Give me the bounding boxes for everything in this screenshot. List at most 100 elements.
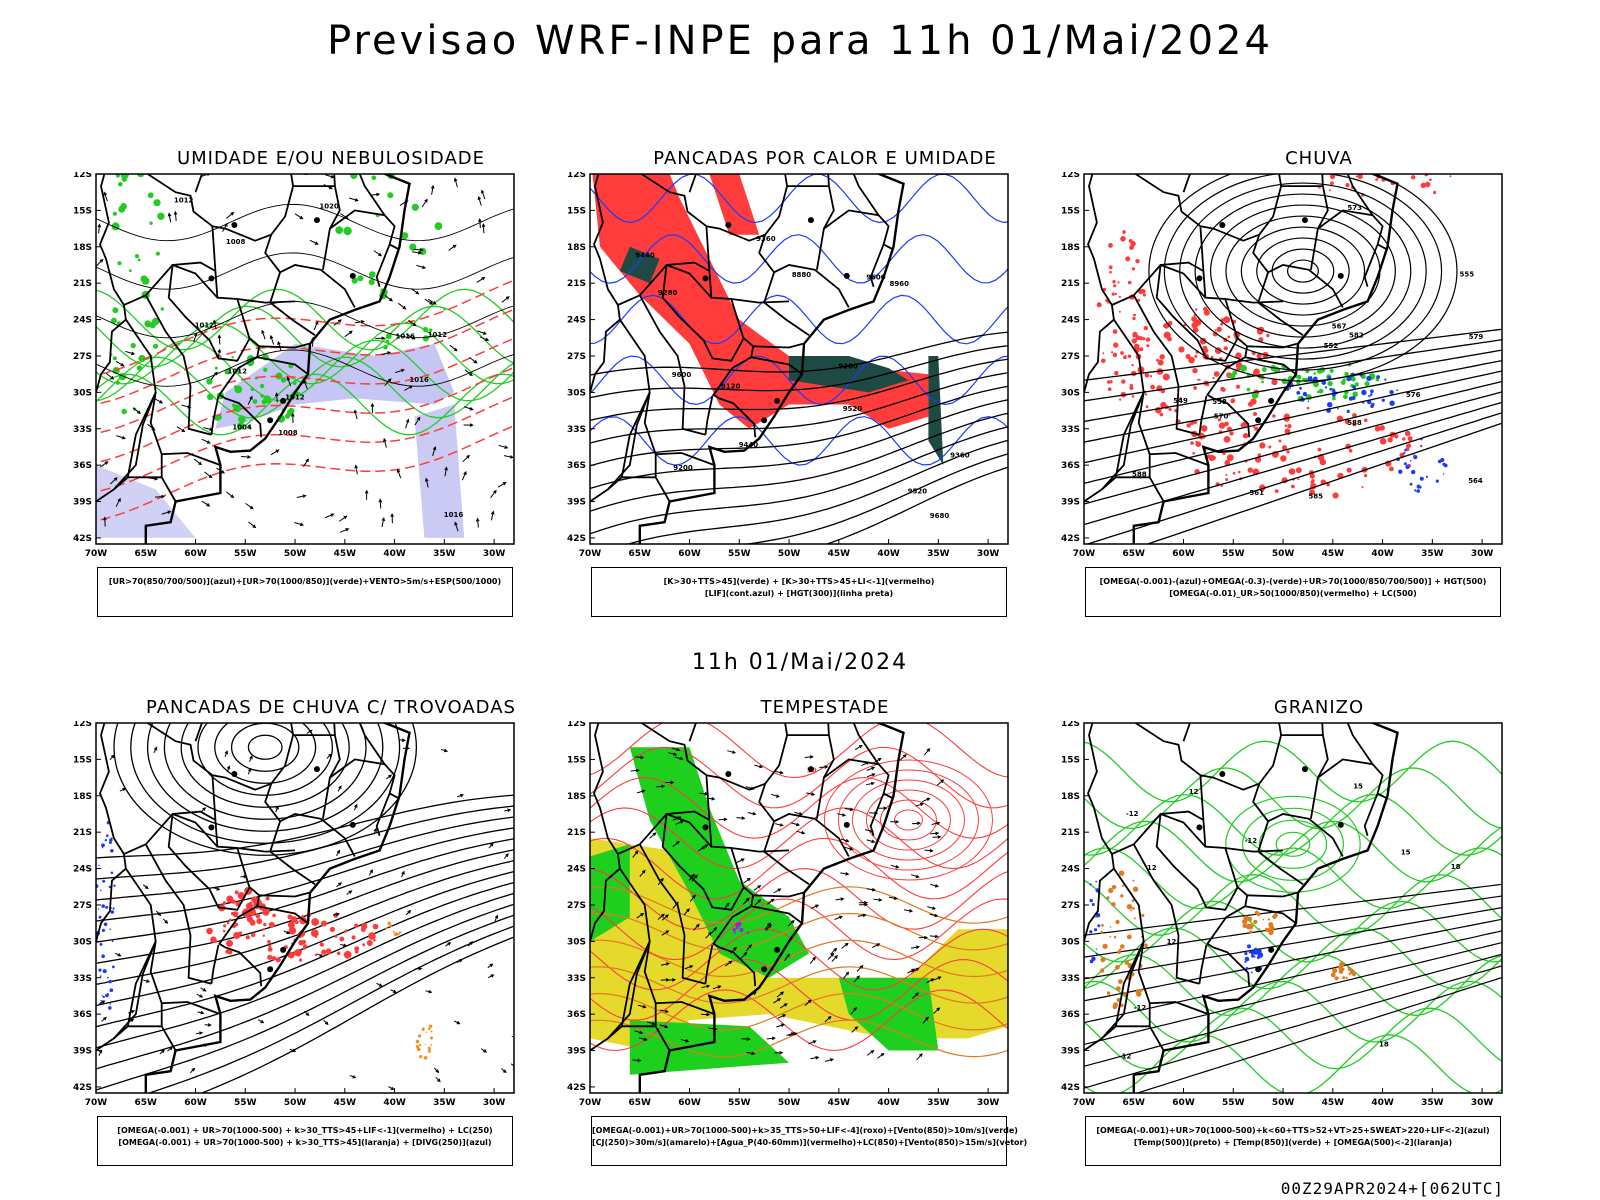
- isoline: [1084, 954, 1502, 1017]
- wind-vector-head: [757, 899, 762, 903]
- contour-label: 570: [1214, 412, 1229, 420]
- isoline: [1135, 976, 1502, 1093]
- field-blob: [1352, 422, 1357, 427]
- isoline: [1084, 883, 1502, 936]
- wind-vector: [672, 841, 680, 847]
- lat-tick-label: 42S: [73, 534, 92, 544]
- wind-vector-head: [99, 258, 104, 263]
- field-blob: [1192, 452, 1195, 455]
- field-blob: [1337, 407, 1339, 410]
- lat-tick-label: 39S: [1061, 498, 1080, 508]
- wind-vector: [168, 213, 172, 223]
- field-blob: [1109, 926, 1112, 928]
- field-blob: [1132, 879, 1135, 882]
- field-blob: [1094, 928, 1098, 932]
- field-blob: [1331, 172, 1333, 173]
- field-blob: [1137, 298, 1141, 302]
- field-blob: [1313, 372, 1317, 375]
- field-blob: [1146, 344, 1150, 348]
- wind-vector-head: [642, 1004, 647, 1009]
- border-line: [269, 813, 356, 886]
- field-blob: [1101, 924, 1104, 927]
- lat-tick-label: 39S: [567, 498, 586, 508]
- field-blob: [1357, 174, 1363, 179]
- isoline: [96, 349, 514, 387]
- field-blob: [1420, 182, 1426, 189]
- wind-vector-head: [277, 340, 281, 346]
- wind-vector: [840, 838, 849, 842]
- wind-vector-head: [845, 971, 850, 976]
- wind-vector: [161, 511, 171, 515]
- field-blob: [343, 226, 352, 236]
- field-blob: [1131, 364, 1134, 367]
- border-line: [1137, 392, 1151, 455]
- field-blob: [366, 940, 373, 946]
- border-line: [257, 356, 309, 375]
- field-blob: [1223, 436, 1231, 443]
- field-blob: [1326, 482, 1330, 487]
- wind-vector-head: [795, 822, 801, 827]
- lat-tick-label: 27S: [567, 352, 586, 362]
- wind-vector-head: [103, 516, 107, 521]
- wind-vector: [213, 320, 217, 330]
- lat-tick-label: 36S: [1061, 1010, 1080, 1020]
- contour-label: 576: [1406, 391, 1421, 399]
- border-line: [1346, 723, 1374, 765]
- wind-vector: [866, 766, 875, 771]
- wind-vector: [201, 500, 210, 507]
- wind-vector-head: [432, 301, 437, 305]
- field-blob: [1210, 355, 1214, 359]
- wind-vector: [771, 793, 780, 798]
- field-blob: [1348, 448, 1353, 453]
- wind-vector-head: [853, 1007, 857, 1011]
- wind-vector-head: [113, 477, 118, 481]
- field-blob: [1130, 909, 1133, 912]
- lake: [774, 946, 781, 953]
- border-line: [708, 270, 757, 438]
- wind-vector-head: [494, 914, 498, 919]
- wind-vector: [787, 920, 795, 927]
- border-line: [269, 264, 356, 337]
- field-blob: [351, 277, 358, 284]
- contour-label: 9680: [930, 512, 950, 520]
- field-blob: [110, 907, 113, 909]
- wind-vector: [454, 178, 458, 188]
- contour-label: 579: [1469, 333, 1484, 341]
- field-blob: [310, 929, 319, 937]
- wind-vector-head: [844, 942, 849, 947]
- field-blob: [1249, 930, 1253, 934]
- border-line: [661, 261, 745, 362]
- lon-tick-label: 50W: [284, 549, 307, 559]
- wind-vector-head: [489, 842, 494, 847]
- wind-vector-head: [435, 1069, 440, 1074]
- field-blob: [393, 932, 398, 936]
- field-blob: [1250, 971, 1253, 974]
- field-blob: [1191, 321, 1199, 329]
- wind-vector: [693, 924, 700, 931]
- field-blob: [1344, 419, 1350, 425]
- field-blob: [100, 1000, 102, 1002]
- map-layers: 1012101210121016101610081008101210041016…: [96, 174, 514, 544]
- border-line: [751, 905, 803, 924]
- field-blob: [102, 879, 106, 883]
- wind-vector-head: [249, 395, 253, 400]
- wind-vector-head: [793, 1032, 798, 1036]
- lon-tick-label: 40W: [1371, 1098, 1394, 1108]
- wind-vector-head: [447, 942, 452, 946]
- wind-vector-head: [418, 966, 423, 971]
- wind-vector-head: [858, 744, 863, 749]
- lake: [1337, 272, 1344, 279]
- border-line: [194, 174, 203, 193]
- field-blob: [1346, 409, 1350, 413]
- border-line: [654, 1001, 715, 1051]
- valid-time-label: 11h 01/Mai/2024: [691, 650, 909, 675]
- wind-vector-head: [378, 983, 383, 987]
- border-line: [1084, 174, 1115, 393]
- field-blob: [1133, 313, 1136, 317]
- contour-label: 1012: [195, 322, 215, 330]
- field-blob: [1192, 327, 1199, 333]
- wind-vector-head: [782, 1014, 787, 1018]
- wind-vector-head: [829, 1058, 834, 1062]
- field-blob: [1429, 178, 1432, 181]
- border-line: [1084, 476, 1150, 503]
